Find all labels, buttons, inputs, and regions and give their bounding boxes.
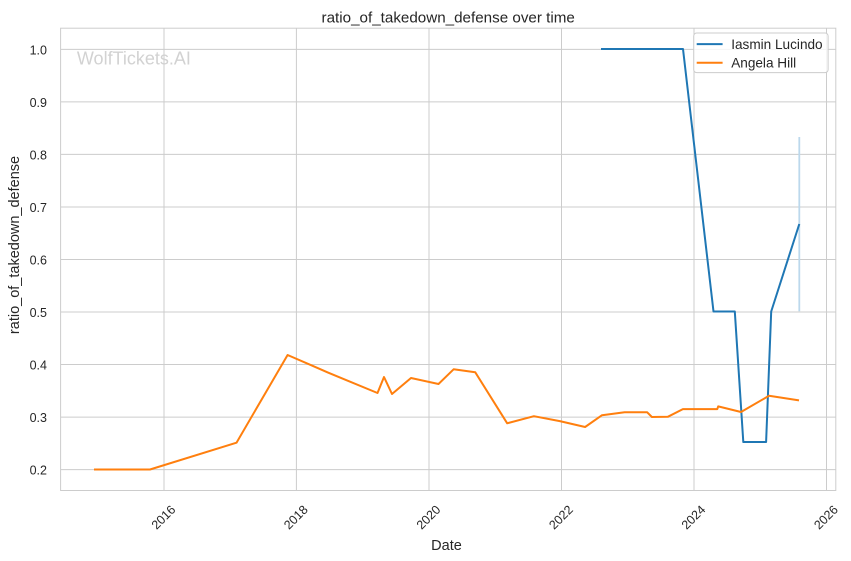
svg-text:ratio_of_takedown_defense: ratio_of_takedown_defense	[7, 156, 23, 334]
svg-text:0.2: 0.2	[30, 464, 47, 478]
svg-text:Iasmin Lucindo: Iasmin Lucindo	[731, 37, 822, 52]
svg-text:WolfTickets.AI: WolfTickets.AI	[77, 48, 191, 68]
svg-text:0.4: 0.4	[30, 359, 47, 373]
svg-text:ratio_of_takedown_defense over: ratio_of_takedown_defense over time	[322, 10, 575, 27]
svg-text:Date: Date	[431, 538, 462, 554]
svg-text:0.3: 0.3	[30, 411, 47, 425]
svg-text:Angela Hill: Angela Hill	[731, 56, 796, 71]
svg-text:1.0: 1.0	[30, 43, 47, 57]
svg-text:0.9: 0.9	[30, 96, 47, 110]
svg-text:0.8: 0.8	[30, 148, 47, 162]
svg-text:0.6: 0.6	[30, 254, 47, 268]
svg-text:0.7: 0.7	[30, 201, 47, 215]
svg-text:0.5: 0.5	[30, 306, 47, 320]
